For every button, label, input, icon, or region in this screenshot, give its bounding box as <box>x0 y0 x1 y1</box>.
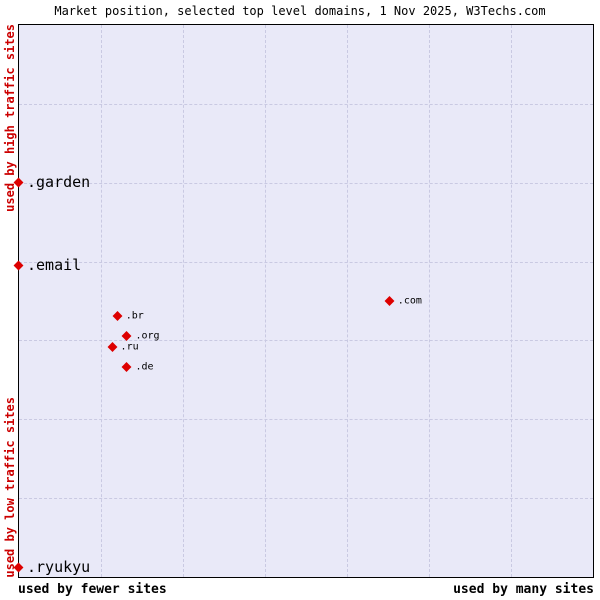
data-point-label: .com <box>397 295 422 307</box>
data-point: .ru <box>107 341 139 353</box>
diamond-marker-icon <box>112 310 123 321</box>
data-point: .de <box>122 361 154 373</box>
y-axis-label-low-traffic: used by low traffic sites <box>3 397 17 578</box>
grid-line <box>19 419 593 421</box>
data-point-label: .de <box>135 361 154 373</box>
chart-title: Market position, selected top level doma… <box>54 4 546 18</box>
plot-area: .garden .email .com .br .org .ru .de .ryukyu <box>13 24 594 578</box>
diamond-marker-icon <box>122 361 132 372</box>
grid-line <box>19 498 593 500</box>
data-point-label: .ryukyu <box>27 558 91 577</box>
grid-line <box>19 261 593 263</box>
grid-line <box>19 103 593 105</box>
data-point: .com <box>384 295 422 307</box>
grid-line <box>510 25 512 577</box>
data-point: .org <box>122 330 160 342</box>
data-point-label: .ru <box>120 341 139 353</box>
diamond-marker-icon <box>13 260 24 271</box>
data-point-label: .email <box>27 256 82 275</box>
grid-line <box>182 25 184 577</box>
grid-line <box>265 25 267 577</box>
data-point: .email <box>13 256 82 275</box>
data-point: .br <box>112 310 144 322</box>
grid-line <box>19 340 593 342</box>
x-axis-label-many-sites: used by many sites <box>453 582 594 597</box>
data-point-label: .garden <box>27 173 91 192</box>
grid-line <box>19 182 593 184</box>
diamond-marker-icon <box>122 330 132 341</box>
diamond-marker-icon <box>107 341 117 352</box>
x-axis-label-fewer-sites: used by fewer sites <box>18 582 167 597</box>
grid-line <box>429 25 430 577</box>
grid-line <box>100 25 102 577</box>
grid-line <box>346 25 348 577</box>
y-axis-label-high-traffic: used by high traffic sites <box>3 24 17 212</box>
data-point: .garden <box>13 173 91 192</box>
data-point: .ryukyu <box>13 558 91 577</box>
data-point-label: .br <box>125 310 144 322</box>
diamond-marker-icon <box>384 296 395 306</box>
data-point-label: .org <box>135 330 160 342</box>
